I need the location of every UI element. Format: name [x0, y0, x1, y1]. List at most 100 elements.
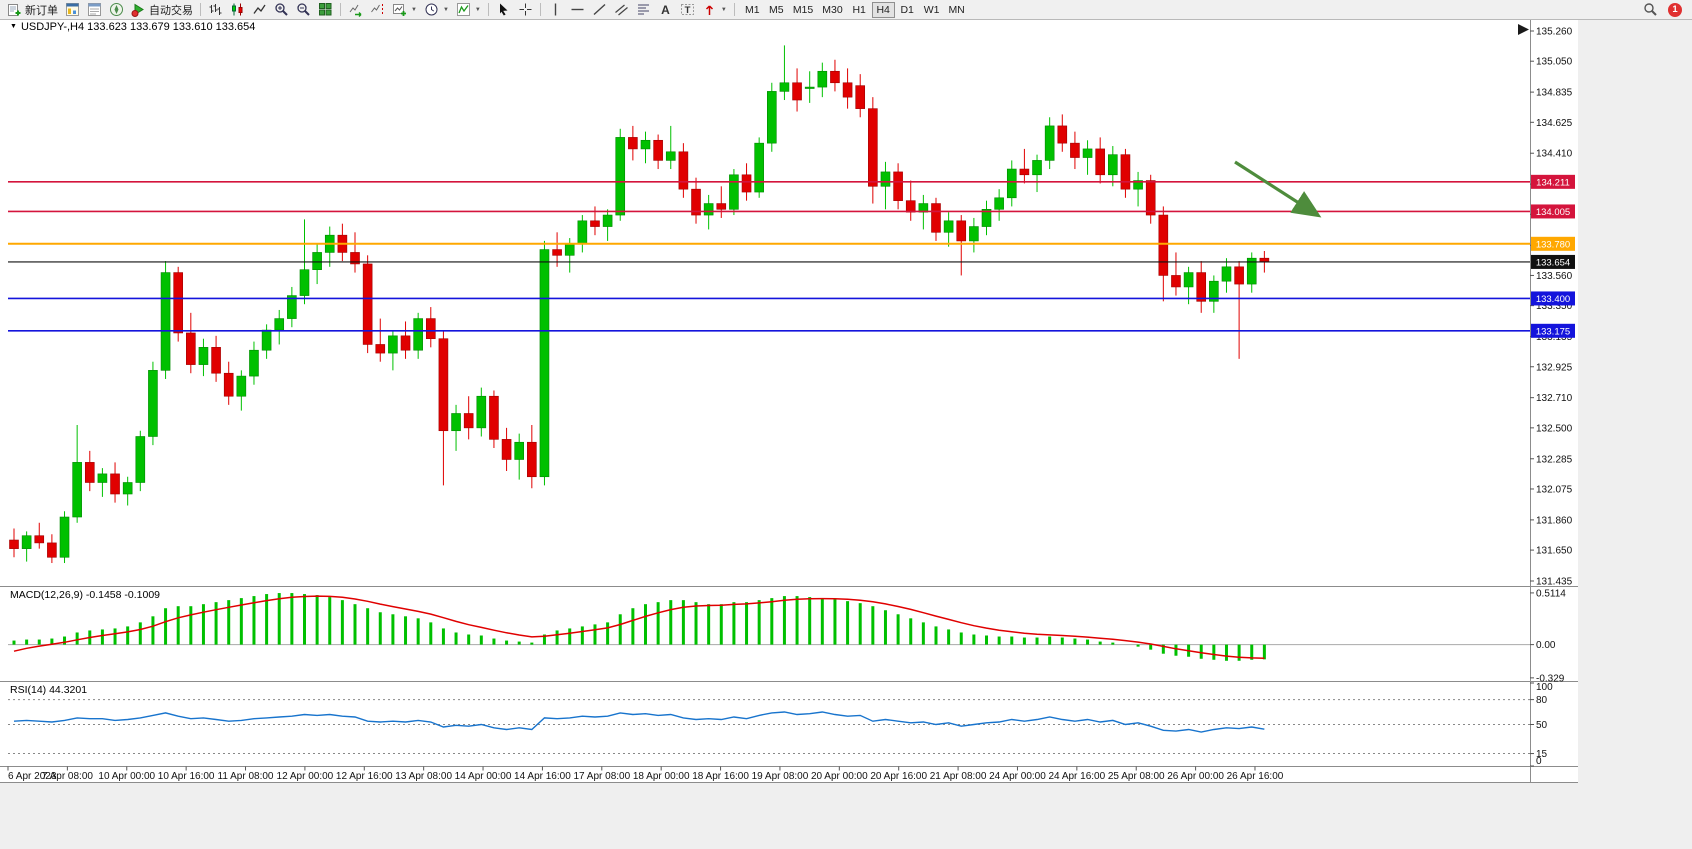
candle [463, 396, 474, 440]
horizontal-line-tool-button[interactable] [567, 1, 588, 19]
zoom-out-button[interactable] [293, 1, 314, 19]
chart-window[interactable]: 135.260135.050134.835134.625134.410134.1… [0, 20, 1692, 849]
data-window-button[interactable] [84, 1, 105, 19]
candle [425, 307, 436, 348]
time-axis-label: 24 Apr 16:00 [1048, 771, 1105, 782]
search-button[interactable] [1640, 1, 1661, 19]
notification-badge[interactable]: 1 [1668, 2, 1682, 17]
candle [1095, 137, 1105, 184]
candle [628, 125, 638, 161]
candle [552, 232, 562, 267]
chevron-down-icon: ▼ [720, 6, 727, 13]
chart-shift-button[interactable] [367, 1, 388, 19]
time-axis-label: 13 Apr 08:00 [395, 771, 452, 782]
candle [476, 387, 487, 437]
time-axis-label: 12 Apr 00:00 [277, 771, 334, 782]
fibonacci-tool-button[interactable] [633, 1, 654, 19]
cursor-icon [499, 3, 508, 16]
candle [1158, 206, 1169, 302]
price-axis-label: 133.560 [1536, 271, 1573, 282]
chart-collapse-icon[interactable]: ▼ [10, 23, 17, 30]
zoom-in-icon [275, 3, 288, 16]
tf-h1-button[interactable]: H1 [848, 2, 871, 18]
zoom-in-button[interactable] [271, 1, 292, 19]
candle [893, 163, 903, 210]
period-button[interactable]: ▼ [421, 1, 452, 19]
candle [792, 68, 802, 112]
candle [1120, 148, 1131, 198]
time-axis-label: 6 Apr 2023 [8, 771, 57, 782]
tf-mn-button[interactable]: MN [944, 2, 968, 18]
svg-text:133.175: 133.175 [1536, 326, 1570, 337]
auto-scroll-button[interactable] [345, 1, 366, 19]
tf-h4-button[interactable]: H4 [871, 1, 895, 18]
tf-m5-button[interactable]: M5 [765, 2, 788, 18]
new-chart-button[interactable]: ▼ [389, 1, 420, 19]
arrows-tool-button[interactable]: ▼ [699, 1, 730, 19]
time-axis-label: 20 Apr 00:00 [811, 771, 868, 782]
new-order-button[interactable]: 新订单 [4, 1, 61, 19]
candle [135, 430, 146, 492]
rsi-label: RSI(14) 44.3201 [10, 684, 88, 696]
cursor-tool-button[interactable] [493, 1, 514, 19]
toolbar-separator [539, 3, 541, 16]
time-axis-label: 25 Apr 08:00 [1108, 771, 1165, 782]
time-axis-label: 18 Apr 16:00 [692, 771, 749, 782]
crosshair-tool-button[interactable] [515, 1, 536, 19]
chart-canvas[interactable]: 135.260135.050134.835134.625134.410134.1… [0, 20, 1692, 849]
candle [880, 161, 891, 210]
auto-trading-label: 自动交易 [149, 4, 193, 17]
time-axis-label: 7 Apr 08:00 [42, 771, 94, 782]
auto-trading-icon [131, 3, 144, 17]
tile-windows-icon [319, 3, 332, 16]
candle [413, 312, 423, 359]
candle [830, 59, 840, 92]
svg-text:134.005: 134.005 [1536, 207, 1570, 218]
candle [186, 312, 196, 374]
candle [1246, 252, 1257, 293]
trend-arrow[interactable] [1234, 160, 1322, 218]
tile-windows-button[interactable] [315, 1, 336, 19]
candle [855, 74, 866, 118]
bar-chart-button[interactable] [205, 1, 226, 19]
time-axis-label: 11 Apr 08:00 [218, 771, 274, 782]
candle [198, 338, 209, 377]
trendline-tool-button[interactable] [589, 1, 610, 19]
candle [691, 177, 701, 224]
tf-m30-button[interactable]: M30 [818, 2, 846, 18]
candle [489, 390, 499, 448]
data-window-icon [88, 3, 101, 16]
tf-d1-button[interactable]: D1 [896, 2, 919, 18]
auto-trading-button[interactable]: 自动交易 [128, 1, 196, 19]
navigator-button[interactable] [106, 1, 127, 19]
candle [514, 433, 525, 480]
vertical-line-tool-button[interactable] [545, 1, 566, 19]
candle [1209, 275, 1219, 313]
candle [236, 370, 247, 411]
market-watch-button[interactable] [62, 1, 83, 19]
tf-m1-button[interactable]: M1 [741, 2, 764, 18]
line-chart-button[interactable] [249, 1, 270, 19]
candle [817, 62, 828, 98]
candle [400, 321, 411, 359]
horizontal-line-icon [571, 8, 584, 11]
price-axis-label: 131.435 [1536, 577, 1573, 588]
text-label-tool-button[interactable]: T [677, 1, 698, 19]
candle [451, 404, 461, 451]
candle [1196, 261, 1207, 313]
main-toolbar: 新订单 自动交易 [0, 0, 1692, 20]
candle [47, 534, 57, 564]
rsi-axis-label: 100 [1536, 682, 1553, 693]
candle [1133, 171, 1143, 207]
text-tool-button[interactable]: A [655, 1, 676, 19]
candle [223, 361, 234, 405]
time-axis-label: 14 Apr 00:00 [455, 771, 512, 782]
tf-m15-button[interactable]: M15 [789, 2, 817, 18]
chart-shift-marker[interactable] [1518, 24, 1529, 35]
channel-tool-button[interactable] [611, 1, 632, 19]
candlestick-chart-button[interactable] [227, 1, 248, 19]
indicators-button[interactable]: ▼ [453, 1, 484, 19]
tf-w1-button[interactable]: W1 [920, 2, 944, 18]
macd-layer: 0.5114 0.00 -0.329 [8, 588, 1566, 684]
